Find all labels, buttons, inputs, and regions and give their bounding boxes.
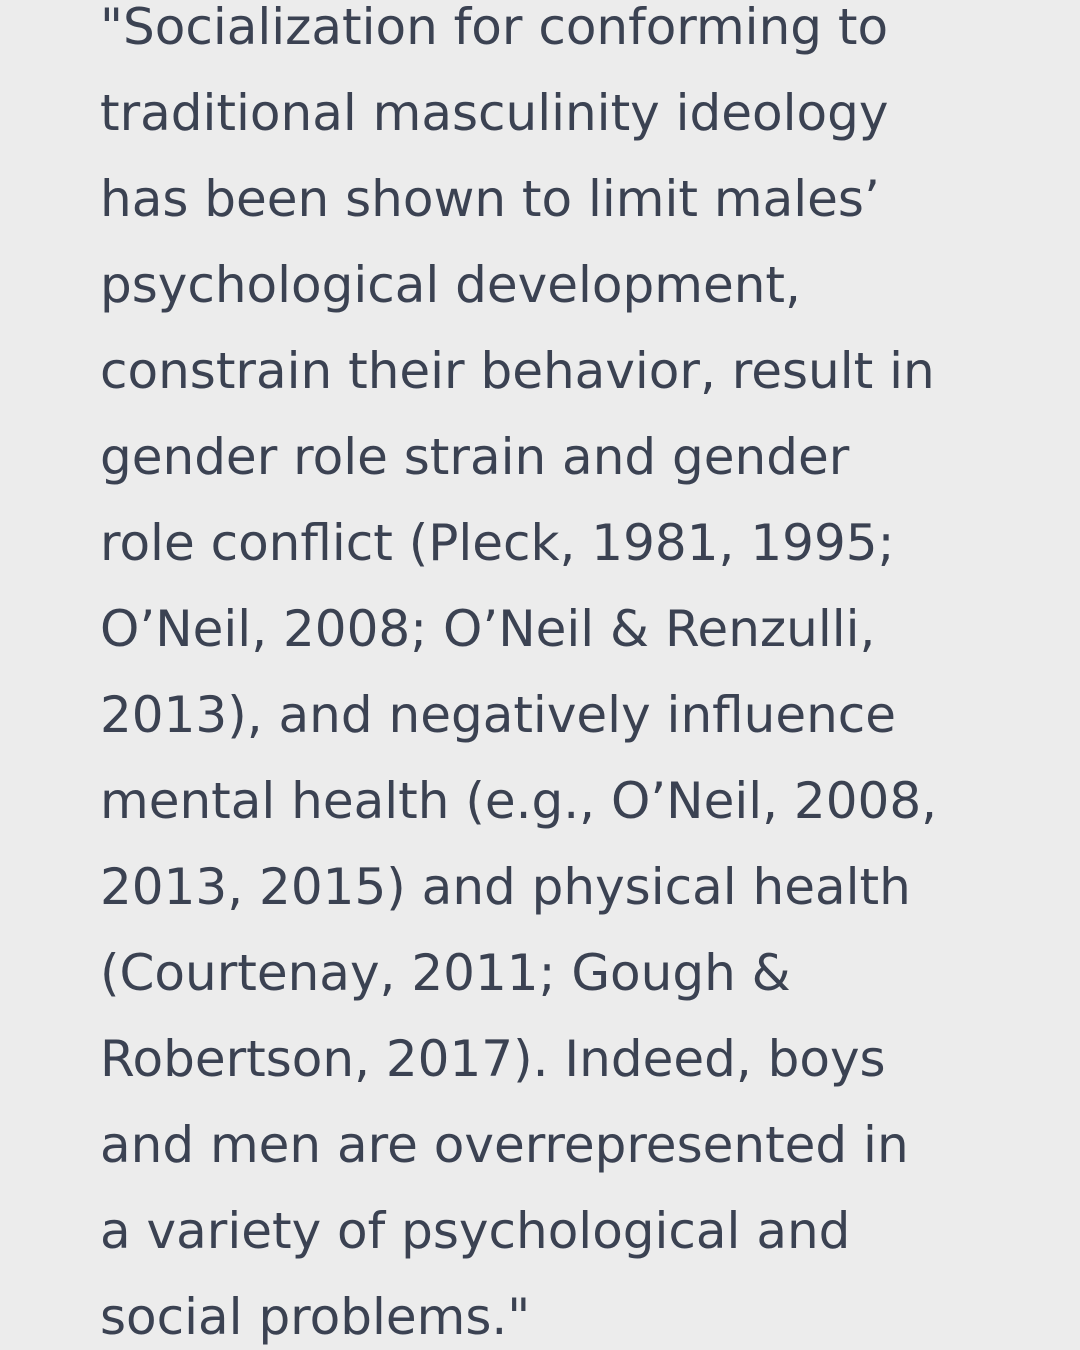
- quote-line: social problems.": [100, 1288, 531, 1346]
- quote-text: "Socialization for conforming to traditi…: [100, 0, 1000, 1350]
- quote-line: 2013, 2015) and physical health: [100, 858, 911, 916]
- quote-line: has been shown to limit males’: [100, 170, 880, 228]
- quote-line: mental health (e.g., O’Neil, 2008,: [100, 772, 938, 830]
- quote-line: gender role strain and gender: [100, 428, 850, 486]
- quote-line: "Socialization for conforming to: [100, 0, 889, 56]
- quote-line: constrain their behavior, result in: [100, 342, 935, 400]
- quote-line: a variety of psychological and: [100, 1202, 851, 1260]
- quote-line: Robertson, 2017). Indeed, boys: [100, 1030, 886, 1088]
- quote-line: 2013), and negatively influence: [100, 686, 897, 744]
- quote-line: psychological development,: [100, 256, 801, 314]
- quote-line: role conflict (Pleck, 1981, 1995;: [100, 514, 895, 572]
- quote-line: (Courtenay, 2011; Gough &: [100, 944, 791, 1002]
- quote-line: traditional masculinity ideology: [100, 84, 889, 142]
- quote-line: and men are overrepresented in: [100, 1116, 909, 1174]
- quote-line: O’Neil, 2008; O’Neil & Renzulli,: [100, 600, 876, 658]
